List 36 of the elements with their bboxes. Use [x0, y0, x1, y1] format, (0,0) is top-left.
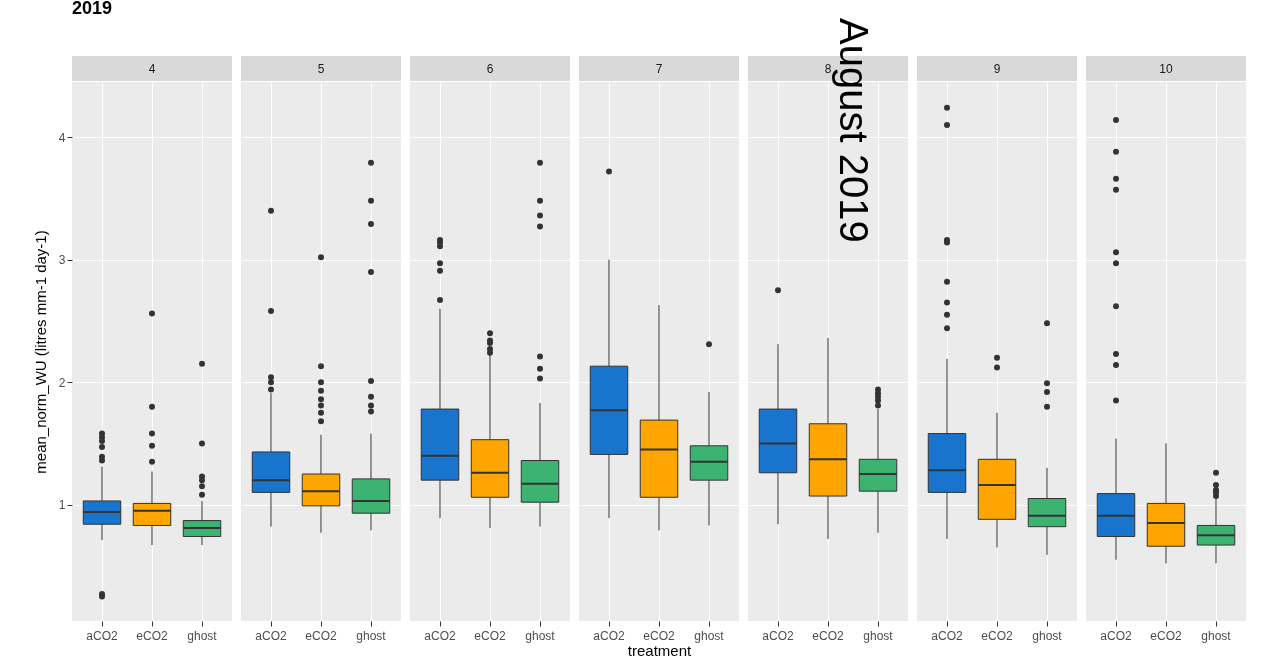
x-tick-label: aCO2 — [762, 628, 794, 643]
x-tick-label: aCO2 — [1100, 628, 1132, 643]
y-tick-label: 4 — [58, 130, 66, 145]
chart-subtitle: 9 — [993, 62, 1001, 76]
x-tick-label: eCO2 — [1150, 628, 1182, 643]
y-tick-label: 2 — [58, 375, 66, 390]
x-tick-label: aCO2 — [424, 628, 456, 643]
chart-subtitle: 10 — [1159, 62, 1173, 76]
x-axis-title: treatment — [627, 641, 693, 659]
x-tick-label: eCO2 — [136, 628, 168, 643]
x-tick-label: ghost — [863, 628, 894, 643]
x-tick-label: ghost — [1201, 628, 1232, 643]
x-tick-label: ghost — [525, 628, 556, 643]
y-tick-label: 1 — [58, 498, 66, 513]
y-tick-label: 3 — [58, 253, 66, 268]
x-tick-label: eCO2 — [305, 628, 337, 643]
x-tick-label: ghost — [356, 628, 387, 643]
x-tick-label: aCO2 — [593, 628, 625, 643]
x-tick-label: ghost — [187, 628, 218, 643]
x-tick-label: aCO2 — [255, 628, 287, 643]
x-tick-label: eCO2 — [643, 628, 675, 643]
x-tick-label: ghost — [694, 628, 725, 643]
x-tick-label: eCO2 — [474, 628, 506, 643]
chart-subtitle: 5 — [317, 62, 325, 76]
chart-title: 2019 — [72, 0, 113, 18]
y-axis-title: mean_norm_WU (litres mm-1 day-1) — [31, 230, 49, 474]
x-tick-label: eCO2 — [981, 628, 1013, 643]
x-tick-label: eCO2 — [812, 628, 844, 643]
chart-subtitle: 7 — [655, 62, 663, 76]
chart-subtitle: 8 — [824, 62, 832, 76]
chart-subtitle: 4 — [148, 62, 156, 76]
x-tick-label: ghost — [1032, 628, 1063, 643]
x-tick-label: aCO2 — [931, 628, 963, 643]
annotation: August 2019 — [832, 18, 876, 243]
x-tick-label: aCO2 — [86, 628, 118, 643]
chart-subtitle: 6 — [486, 62, 494, 76]
